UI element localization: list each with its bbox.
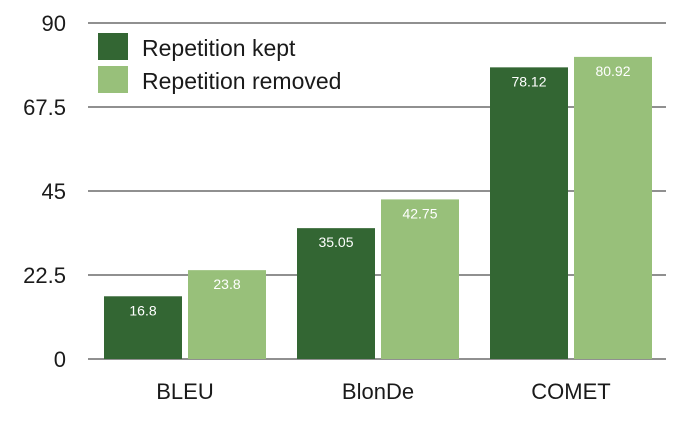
x-category-label: COMET <box>531 379 610 404</box>
bar-blonde-kept <box>297 228 375 359</box>
bar-comet-kept <box>490 67 568 360</box>
y-tick-label: 22.5 <box>23 263 66 288</box>
bars <box>104 56 652 360</box>
x-axis-categories: BLEU BlonDe COMET <box>156 379 610 404</box>
legend-label-repetition-kept: Repetition kept <box>142 35 296 61</box>
bar-value-label: 23.8 <box>213 276 240 292</box>
y-tick-label: 90 <box>42 11 66 36</box>
y-tick-label: 45 <box>42 179 66 204</box>
bar-value-label: 80.92 <box>595 63 630 79</box>
legend-label-repetition-removed: Repetition removed <box>142 68 341 94</box>
bar-value-labels: 16.8 23.8 35.05 42.75 78.12 80.92 <box>129 63 630 318</box>
bar-value-label: 42.75 <box>402 205 437 221</box>
bar-value-label: 78.12 <box>511 73 546 89</box>
gridlines <box>88 22 666 360</box>
y-axis-ticks: 0 22.5 45 67.5 90 <box>23 11 66 372</box>
bar-bleu-removed <box>188 270 266 359</box>
bar-blonde-removed <box>381 199 459 359</box>
bar-value-label: 16.8 <box>129 302 156 318</box>
legend: Repetition kept Repetition removed <box>98 33 341 94</box>
x-category-label: BLEU <box>156 379 213 404</box>
bar-value-label: 35.05 <box>318 234 353 250</box>
legend-swatch-repetition-removed <box>98 66 128 93</box>
y-tick-label: 0 <box>54 347 66 372</box>
x-category-label: BlonDe <box>342 379 414 404</box>
bar-bleu-kept <box>104 296 182 359</box>
legend-swatch-repetition-kept <box>98 33 128 60</box>
y-tick-label: 67.5 <box>23 95 66 120</box>
bar-comet-removed <box>574 56 652 359</box>
